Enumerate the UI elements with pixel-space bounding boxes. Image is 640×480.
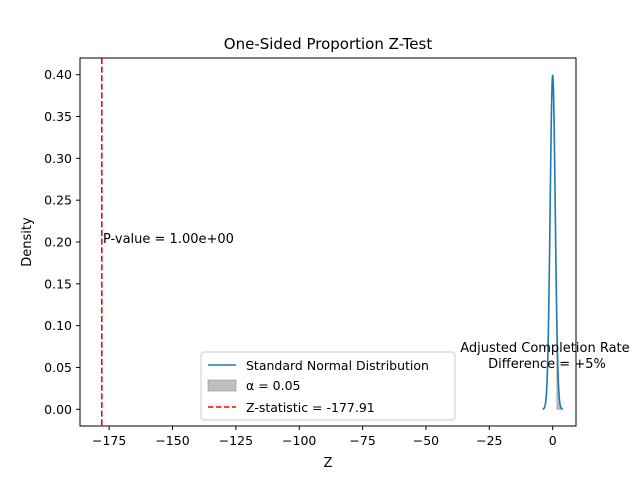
normal-curve-line: [542, 74, 563, 410]
x-tick-label: −75: [349, 433, 375, 448]
completion-rate-annotation-line-2: Difference = +5%: [488, 357, 606, 372]
x-axis-ticks: −175 −150 −125 −100 −75 −50 −25 0: [92, 426, 557, 448]
legend-label-normal: Standard Normal Distribution: [246, 358, 429, 373]
x-tick-label: −150: [155, 433, 189, 448]
x-axis-label: Z: [324, 456, 333, 471]
x-tick-label: −25: [476, 433, 502, 448]
y-tick-label: 0.35: [44, 109, 72, 124]
y-tick-label: 0.15: [44, 276, 72, 291]
x-tick-label: −175: [92, 433, 126, 448]
y-axis-ticks: 0.00 0.05 0.10 0.15 0.20 0.25 0.30 0.35 0.40: [44, 67, 80, 417]
completion-rate-annotation-line-1: Adjusted Completion Rate: [460, 341, 629, 356]
normal-curve-layer: [542, 74, 563, 410]
y-tick-label: 0.05: [44, 360, 72, 375]
legend-box: [200, 351, 456, 421]
y-axis-label: Density: [20, 217, 35, 267]
legend-label-z-statistic: Z-statistic = -177.91: [246, 400, 375, 415]
legend: Standard Normal Distribution α = 0.05 Z-…: [200, 351, 456, 421]
x-tick-label: 0: [549, 433, 557, 448]
y-tick-label: 0.25: [44, 193, 72, 208]
x-tick-label: −125: [219, 433, 253, 448]
p-value-annotation: P-value = 1.00e+00: [103, 232, 234, 247]
legend-swatch-alpha-area: [207, 379, 237, 392]
y-tick-label: 0.00: [44, 402, 72, 417]
annotations: P-value = 1.00e+00 Adjusted Completion R…: [103, 232, 634, 372]
y-tick-label: 0.30: [44, 151, 72, 166]
x-tick-label: −50: [413, 433, 439, 448]
chart-title: One-Sided Proportion Z-Test: [224, 35, 433, 53]
x-tick-label: −100: [282, 433, 316, 448]
y-tick-label: 0.40: [44, 67, 72, 82]
y-tick-label: 0.20: [44, 235, 72, 250]
completion-rate-annotation: Adjusted Completion Rate Difference = +5…: [460, 341, 634, 372]
y-tick-label: 0.10: [44, 318, 72, 333]
legend-label-alpha: α = 0.05: [246, 378, 301, 393]
